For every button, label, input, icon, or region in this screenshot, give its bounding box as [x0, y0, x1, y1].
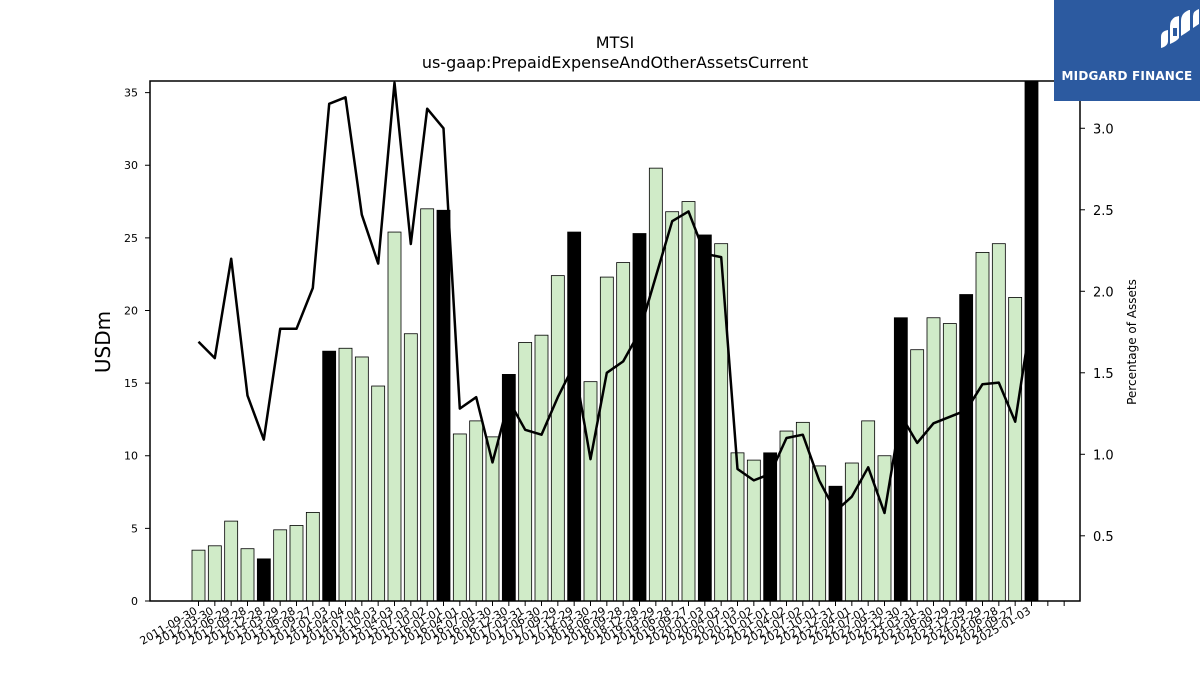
brand-name: MIDGARD FINANCE [1061, 69, 1193, 83]
bar [697, 234, 712, 602]
bar [959, 294, 974, 602]
y-tick-label: 5 [131, 522, 138, 535]
bar [338, 347, 353, 602]
y-axis-label: USDm [91, 311, 115, 373]
bar [305, 511, 320, 602]
bar [681, 201, 696, 602]
bar [714, 243, 729, 602]
bar [387, 231, 402, 602]
bar [469, 420, 484, 602]
y-tick-label: 10 [124, 450, 138, 463]
y2-axis-label: Percentage of Assets [1125, 279, 1139, 405]
bar [273, 529, 288, 602]
bar [191, 549, 206, 602]
bar [550, 275, 565, 602]
bar [893, 317, 908, 602]
bar [665, 211, 680, 602]
plot-area: 051015202530350.51.01.52.02.53.02011-09-… [124, 80, 1114, 648]
bar [910, 349, 925, 602]
bar [616, 262, 631, 602]
y-tick-label: 35 [124, 87, 138, 100]
bar [240, 548, 255, 602]
bar [991, 243, 1006, 602]
plot-frame [149, 80, 1081, 602]
bar [518, 342, 533, 602]
bar [420, 208, 435, 602]
bar [534, 334, 549, 602]
bar [844, 462, 859, 602]
y-tick-label: 30 [124, 159, 138, 172]
bar [371, 385, 386, 602]
bar [926, 317, 941, 602]
y-tick-label: 0 [131, 595, 138, 608]
pct-of-assets-line [197, 81, 1033, 515]
bar [812, 465, 827, 602]
y2-tick-label: 0.5 [1093, 530, 1114, 545]
y2-tick-label: 3.0 [1093, 122, 1114, 137]
bar [452, 433, 467, 602]
bar [779, 430, 794, 602]
chart-subtitle: us-gaap:PrepaidExpenseAndOtherAssetsCurr… [422, 53, 808, 72]
bar [730, 452, 745, 602]
y2-tick-label: 1.5 [1093, 367, 1114, 382]
bar [1008, 297, 1023, 602]
chart-title: MTSI [596, 33, 634, 52]
bar [322, 350, 337, 602]
bar [861, 420, 876, 602]
bar [975, 251, 990, 602]
bar [207, 545, 222, 602]
bar [224, 520, 239, 602]
y2-tick-label: 1.0 [1093, 448, 1114, 463]
logo-mark-icon [1161, 9, 1199, 48]
bar [648, 167, 663, 602]
bar [632, 233, 647, 602]
bar [289, 525, 304, 602]
bar [567, 231, 582, 602]
bar [403, 333, 418, 602]
bar [942, 323, 957, 602]
y2-tick-label: 2.0 [1093, 285, 1114, 300]
bar [599, 276, 614, 602]
bar [436, 209, 451, 602]
y-tick-label: 20 [124, 304, 138, 317]
bar [877, 455, 892, 602]
bar [256, 558, 271, 602]
y-tick-label: 15 [124, 377, 138, 390]
y-tick-label: 25 [124, 232, 138, 245]
bar [354, 356, 369, 602]
brand-logo: MIDGARD FINANCE [1054, 0, 1200, 101]
y2-tick-label: 2.5 [1093, 204, 1114, 219]
bar [583, 381, 598, 602]
